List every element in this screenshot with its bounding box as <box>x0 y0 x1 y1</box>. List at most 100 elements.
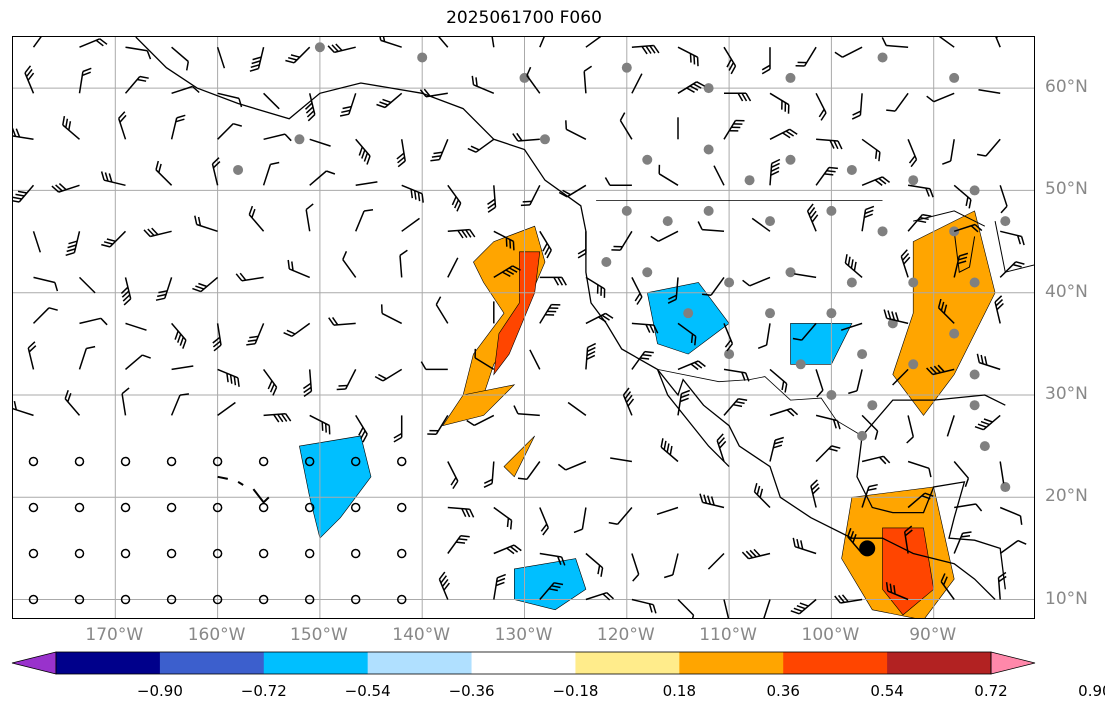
wind-barb-flag <box>508 267 518 273</box>
station-dot <box>642 267 653 278</box>
wind-barb-flag <box>13 200 20 203</box>
map-canvas <box>13 37 1034 618</box>
wind-barb-staff <box>33 276 56 284</box>
station-dot <box>765 216 776 227</box>
station-dot <box>601 257 612 268</box>
longitude-label: 150°W <box>290 625 348 645</box>
wind-barb <box>769 436 785 462</box>
colorbar-tick-label: 0.36 <box>766 682 800 700</box>
wind-barb-flag <box>565 120 568 130</box>
wind-barb-flag <box>374 375 384 382</box>
wind-barb <box>101 230 127 248</box>
wind-barb-flag <box>974 425 984 431</box>
wind-barb-flag <box>284 413 292 422</box>
wind-barb <box>13 400 34 417</box>
wind-barb-flag <box>363 209 374 212</box>
wind-barb-flag <box>811 214 819 223</box>
wind-barb <box>493 230 515 251</box>
wind-barb-flag <box>998 571 1007 579</box>
wind-barb-flag <box>597 565 601 575</box>
wind-barb-staff <box>217 92 240 100</box>
wind-barb-staff <box>801 322 817 341</box>
wind-barb-calm <box>28 456 39 467</box>
wind-barb <box>631 44 660 55</box>
wind-barb-flag <box>360 430 366 440</box>
wind-barb <box>192 276 219 293</box>
station-dot <box>233 164 244 175</box>
wind-barb-flag <box>728 62 735 71</box>
wind-barb-flag <box>789 128 798 135</box>
wind-barb-flag <box>738 397 748 402</box>
wind-barb-staff <box>954 503 977 509</box>
station-dot <box>826 389 837 400</box>
wind-barb-flag <box>363 152 369 162</box>
wind-barb-flag <box>904 529 913 537</box>
wind-barb-flag <box>587 342 597 349</box>
wind-barb <box>513 405 540 417</box>
wind-barb <box>999 506 1023 525</box>
wind-barb-flag <box>211 157 220 165</box>
wind-barb <box>32 231 42 253</box>
wind-barb <box>658 164 679 186</box>
wind-barb-calm <box>350 594 361 605</box>
wind-barb-flag <box>304 102 313 110</box>
wind-barb <box>900 249 911 278</box>
wind-barb <box>953 461 970 487</box>
wind-barb-flag <box>86 345 96 350</box>
wind-barb <box>396 139 406 168</box>
wind-barb-flag <box>917 219 927 224</box>
latitude-label: 10°N <box>1045 588 1088 609</box>
wind-barb-flag <box>108 173 113 183</box>
wind-barb-flag <box>984 356 988 366</box>
wind-barb <box>907 139 918 168</box>
wind-barb-flag <box>753 483 758 493</box>
wind-barb-flag <box>925 187 930 197</box>
wind-barb-flag <box>921 495 931 500</box>
wind-barb-flag <box>305 106 314 114</box>
wind-barb <box>834 46 863 58</box>
wind-barb-flag <box>121 387 130 395</box>
wind-barb <box>650 230 679 242</box>
wind-barb-staff <box>999 539 1019 555</box>
wind-barb-flag <box>699 493 704 503</box>
wind-barb-flag <box>759 488 764 498</box>
wind-barb-staff <box>217 123 234 140</box>
wind-barb-flag <box>796 538 800 549</box>
wind-barb <box>999 461 1005 484</box>
wind-barb <box>125 46 152 60</box>
wind-barb-flag <box>101 243 111 248</box>
wind-barb-staff <box>999 185 1008 207</box>
wind-barb-flag <box>958 256 968 261</box>
wind-barb-flag <box>784 383 788 393</box>
station-dot <box>539 134 550 145</box>
wind-barb-flag <box>121 290 130 298</box>
station-dot <box>765 308 776 319</box>
island-hawaii <box>217 475 229 480</box>
stations-layer <box>233 42 1011 557</box>
wind-barb-flag <box>146 50 152 60</box>
wind-barb <box>585 342 597 370</box>
wind-barb-staff <box>567 401 587 417</box>
wind-barb <box>487 185 497 213</box>
wind-barb <box>79 317 108 326</box>
wind-barb-flag <box>273 414 280 423</box>
wind-barb-flag <box>82 71 91 77</box>
wind-barb-staff <box>892 368 909 386</box>
wind-barb-flag <box>326 170 336 175</box>
wind-barb-flag <box>13 400 18 411</box>
station-dot <box>969 277 980 288</box>
wind-barb-calm <box>304 548 315 559</box>
station-dot <box>826 205 837 216</box>
wind-barb-flag <box>937 364 945 373</box>
wind-barb-flag <box>553 277 560 286</box>
wind-barb <box>946 415 955 437</box>
wind-barb <box>249 47 265 72</box>
wind-barb-flag <box>960 534 971 538</box>
wind-barb-flag <box>497 573 506 579</box>
wind-barb-flag <box>874 179 883 186</box>
wind-barb-flag <box>512 133 519 142</box>
wind-barb-flag <box>980 354 984 364</box>
wind-barb-flag <box>342 105 352 110</box>
wind-barb <box>810 479 820 508</box>
wind-barb-flag <box>908 155 916 164</box>
